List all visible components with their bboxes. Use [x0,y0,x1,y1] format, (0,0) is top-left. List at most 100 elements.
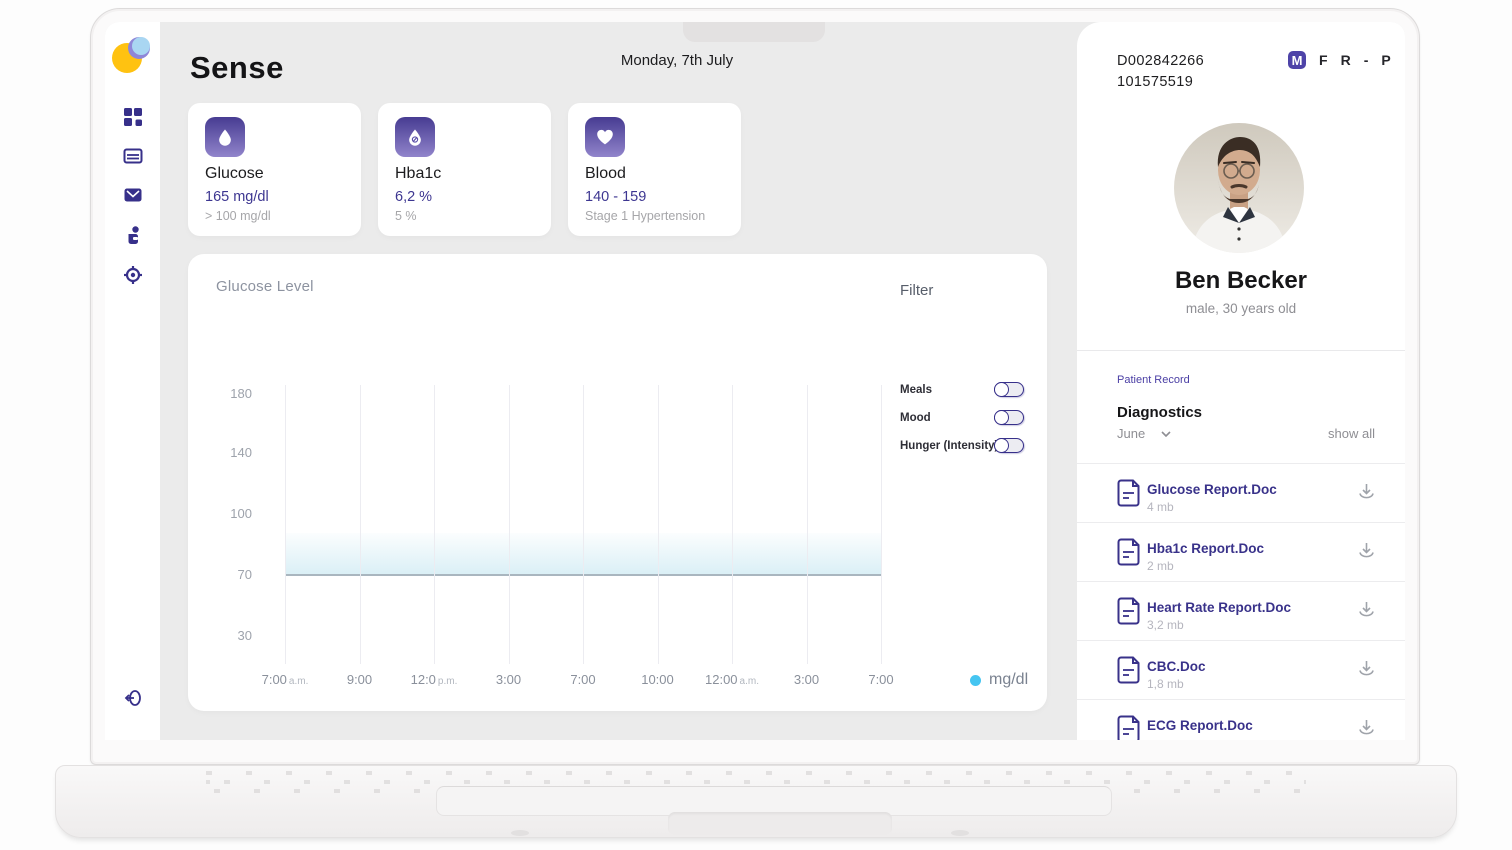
letter-tab-m[interactable]: M [1288,51,1306,69]
file-size: 2 mb [1147,559,1174,573]
header-letter-tabs: M F R - P [1288,51,1391,69]
card-subtext: 5 % [395,209,417,223]
camera-notch [683,22,825,42]
base-lip-notch [668,812,892,835]
patient-id-primary: D002842266 [1117,53,1205,69]
laptop-foot [951,830,969,836]
sidebar-item-settings[interactable] [122,265,144,287]
patient-ids: D002842266 101575519 [1117,51,1204,93]
patient-name: Ben Becker [1174,267,1308,294]
card-icon-tile [585,117,625,157]
sidebar-item-records[interactable] [122,146,144,168]
sidebar [105,22,160,740]
y-axis-tick-label: 100 [230,506,252,521]
download-icon [1359,661,1374,676]
letter-tab-dash[interactable]: - [1363,52,1369,68]
stat-cards: Glucose 165 mg/dl > 100 mg/dl Hba1c 6,2 % 5 %… [188,103,741,236]
month-dropdown[interactable]: June [1117,426,1171,441]
chart-gridline [359,385,361,664]
sidebar-item-patients[interactable] [122,225,144,247]
file-row[interactable]: Heart Rate Report.Doc 3,2 mb [1077,581,1405,640]
laptop-base [55,765,1457,838]
x-axis-tick-label: 10:00 [641,672,674,687]
file-name: Hba1c Report.Doc [1147,541,1265,556]
filter-button[interactable]: Filter [900,282,934,299]
toggle-label: Hunger (Intensity) [900,440,999,452]
card-value: 165 mg/dl [205,189,269,205]
app-logo [112,36,152,76]
download-icon [1359,720,1374,735]
chart-gridline [434,385,435,664]
x-axis-tick-label: 3:00 [793,672,820,687]
x-axis-tick-label: 7:00 a.m. [261,672,309,687]
file-size: 4 mb [1147,500,1174,514]
x-axis-tick-label: 7:00 [570,672,596,687]
file-row[interactable]: ECG Report.Doc [1077,699,1405,740]
file-name: CBC.Doc [1147,659,1206,674]
toggle-switch-meals[interactable] [993,381,1024,397]
show-all-link[interactable]: show all [1328,426,1375,441]
letter-tab-r[interactable]: R [1340,52,1351,68]
card-value: 140 - 159 [585,189,647,205]
file-name: ECG Report.Doc [1147,718,1253,733]
stat-card-glucose[interactable]: Glucose 165 mg/dl > 100 mg/dl [188,103,361,236]
card-subtext: > 100 mg/dl [205,209,271,223]
keyboard-row [206,771,1306,775]
x-axis-tick-suffix: a.m. [739,676,759,687]
toggle-switch-hunger-intensity-[interactable] [993,437,1024,453]
file-size: 3,2 mb [1147,618,1184,632]
file-row[interactable]: CBC.Doc 1,8 mb [1077,640,1405,699]
chart-gridline [583,385,584,664]
keyboard-row [206,780,1306,784]
sidebar-item-logout[interactable] [122,688,144,710]
stat-card-blood[interactable]: Blood 140 - 159 Stage 1 Hypertension [568,103,741,236]
download-button[interactable] [1358,483,1375,504]
patient-id-secondary: 101575519 [1117,74,1194,90]
document-icon [1117,715,1140,740]
sidebar-item-mail[interactable] [122,185,144,207]
card-value: 6,2 % [395,189,433,205]
download-button[interactable] [1358,660,1375,681]
chart-gridline [285,385,286,664]
month-value: June [1117,426,1146,441]
chevron-down-icon [1161,430,1171,437]
patient-meta: male, 30 years old [1185,301,1297,316]
x-axis-tick-label: 3:00 [495,672,522,687]
sidebar-item-dashboard[interactable] [122,107,144,129]
settings-target-icon [124,266,142,284]
download-icon [1359,602,1374,617]
toggle-knob [993,437,1009,453]
toggle-label: Mood [900,412,931,424]
y-axis-tick-label: 70 [237,567,252,582]
patient-record-label: Patient Record [1117,374,1190,386]
document-icon [1117,538,1140,566]
patient-photo-illustration [1174,123,1304,253]
download-icon [1359,543,1374,558]
x-axis-tick-label: 9:00 [346,672,373,687]
stat-card-hba1c[interactable]: Hba1c 6,2 % 5 % [378,103,551,236]
drop-percent-icon [409,129,421,146]
card-icon-tile [205,117,245,157]
letter-tab-f[interactable]: F [1319,52,1328,68]
download-button[interactable] [1358,719,1375,740]
download-button[interactable] [1358,601,1375,622]
toggle-knob [993,409,1009,425]
toggle-switch-mood[interactable] [993,409,1024,425]
file-row[interactable]: Glucose Report.Doc 4 mb [1077,463,1405,522]
chart-title: Glucose Level [216,278,314,295]
chart-legend: mg/dl [970,671,1028,689]
patient-panel: D002842266 101575519 M F R - P [1077,22,1405,740]
download-button[interactable] [1358,542,1375,563]
app-window: Sense Monday, 7th July Glucose 165 mg/dl >… [105,22,1405,740]
letter-tab-p[interactable]: P [1381,52,1391,68]
logo-circles-icon [112,37,150,73]
toggle-knob [993,381,1009,397]
mail-icon [124,188,142,202]
card-title: Glucose [205,165,264,182]
chart-gridline [806,385,808,664]
toggle-label: Meals [900,384,932,396]
file-name: Glucose Report.Doc [1147,482,1277,497]
heart-icon [597,129,613,145]
file-row[interactable]: Hba1c Report.Doc 2 mb [1077,522,1405,581]
